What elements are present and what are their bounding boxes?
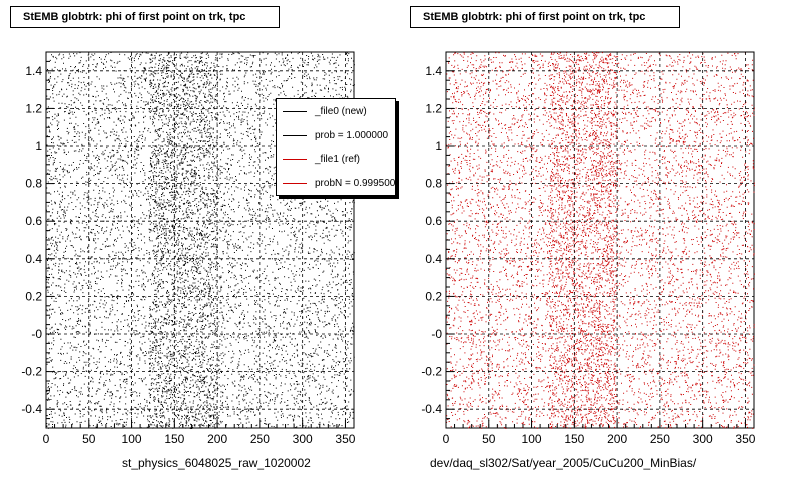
y-tick-label: 0.2 [25, 289, 42, 303]
y-tick-label: -0 [431, 327, 442, 341]
y-tick-label: -0.4 [21, 402, 42, 416]
y-tick-label: 0.8 [25, 177, 42, 191]
y-tick-label: 0.4 [425, 252, 442, 266]
y-tick-label: 0.6 [25, 214, 42, 228]
x-tick-label: 50 [82, 432, 96, 446]
y-tick-label: 0.8 [425, 177, 442, 191]
right-plot-title: StEMB globtrk: phi of first point on trk… [410, 6, 680, 28]
x-tick-label: 250 [650, 432, 670, 446]
x-tick-label: 150 [564, 432, 584, 446]
y-tick-label: 0.4 [25, 252, 42, 266]
legend-box: _file0 (new) prob = 1.000000 _file1 (ref) p… [276, 98, 396, 196]
y-tick-label: 1.4 [25, 64, 42, 78]
legend-line-swatch [283, 158, 307, 160]
y-tick-label: -0 [31, 327, 42, 341]
y-tick-label: 0.6 [425, 214, 442, 228]
y-tick-label: 1.2 [25, 101, 42, 115]
x-tick-label: 100 [522, 432, 542, 446]
x-tick-label: 200 [207, 432, 227, 446]
x-tick-label: 350 [335, 432, 355, 446]
y-tick-label: 0.2 [425, 289, 442, 303]
y-tick-label: 1.4 [425, 64, 442, 78]
legend-label: prob = 1.000000 [315, 129, 389, 141]
legend-entry: probN = 0.999500 [277, 173, 396, 193]
x-tick-label: 350 [735, 432, 755, 446]
x-tick-label: 300 [693, 432, 713, 446]
y-tick-label: 1 [435, 139, 442, 153]
y-tick-label: -0.4 [421, 402, 442, 416]
x-tick-label: 250 [250, 432, 270, 446]
x-tick-label: 0 [43, 432, 50, 446]
left-plot-title: StEMB globtrk: phi of first point on trk… [10, 6, 280, 28]
x-tick-label: 150 [164, 432, 184, 446]
legend-line-swatch [283, 134, 307, 136]
x-tick-label: 200 [607, 432, 627, 446]
legend-label: probN = 0.999500 [315, 177, 396, 189]
x-tick-label: 100 [122, 432, 142, 446]
y-tick-label: 1 [35, 139, 42, 153]
plot-frame [445, 51, 755, 429]
legend-line-swatch [283, 182, 307, 184]
legend-entry: _file1 (ref) [277, 149, 395, 169]
legend-label: _file0 (new) [315, 105, 367, 117]
x-tick-label: 300 [293, 432, 313, 446]
legend-label: _file1 (ref) [315, 153, 361, 165]
y-tick-label: -0.2 [421, 365, 442, 379]
left-plot-svg: 0 50 100 150 200 250 300 350 -0.4 -0.2 -0 0.2 0.4 0.6… [21, 51, 356, 446]
left-plot-xlabel: st_physics_6048025_raw_1020002 [122, 456, 311, 470]
y-tick-label: 1.2 [425, 101, 442, 115]
right-plot-xlabel: dev/daq_sl302/Sat/year_2005/CuCu200_MinB… [430, 456, 697, 470]
legend-entry: _file0 (new) [277, 101, 395, 121]
legend-entry: prob = 1.000000 [277, 125, 395, 145]
y-tick-label: -0.2 [21, 365, 42, 379]
right-plot-svg: 0 50 100 150 200 250 300 350 -0.4 -0.2 -0 0.2 0.4 0.6… [421, 51, 756, 446]
right-plot-panel: StEMB globtrk: phi of first point on trk… [400, 0, 800, 480]
x-tick-label: 0 [443, 432, 450, 446]
x-tick-label: 50 [482, 432, 496, 446]
legend-line-swatch [283, 110, 307, 112]
left-plot-panel: StEMB globtrk: phi of first point on trk… [10, 6, 396, 470]
